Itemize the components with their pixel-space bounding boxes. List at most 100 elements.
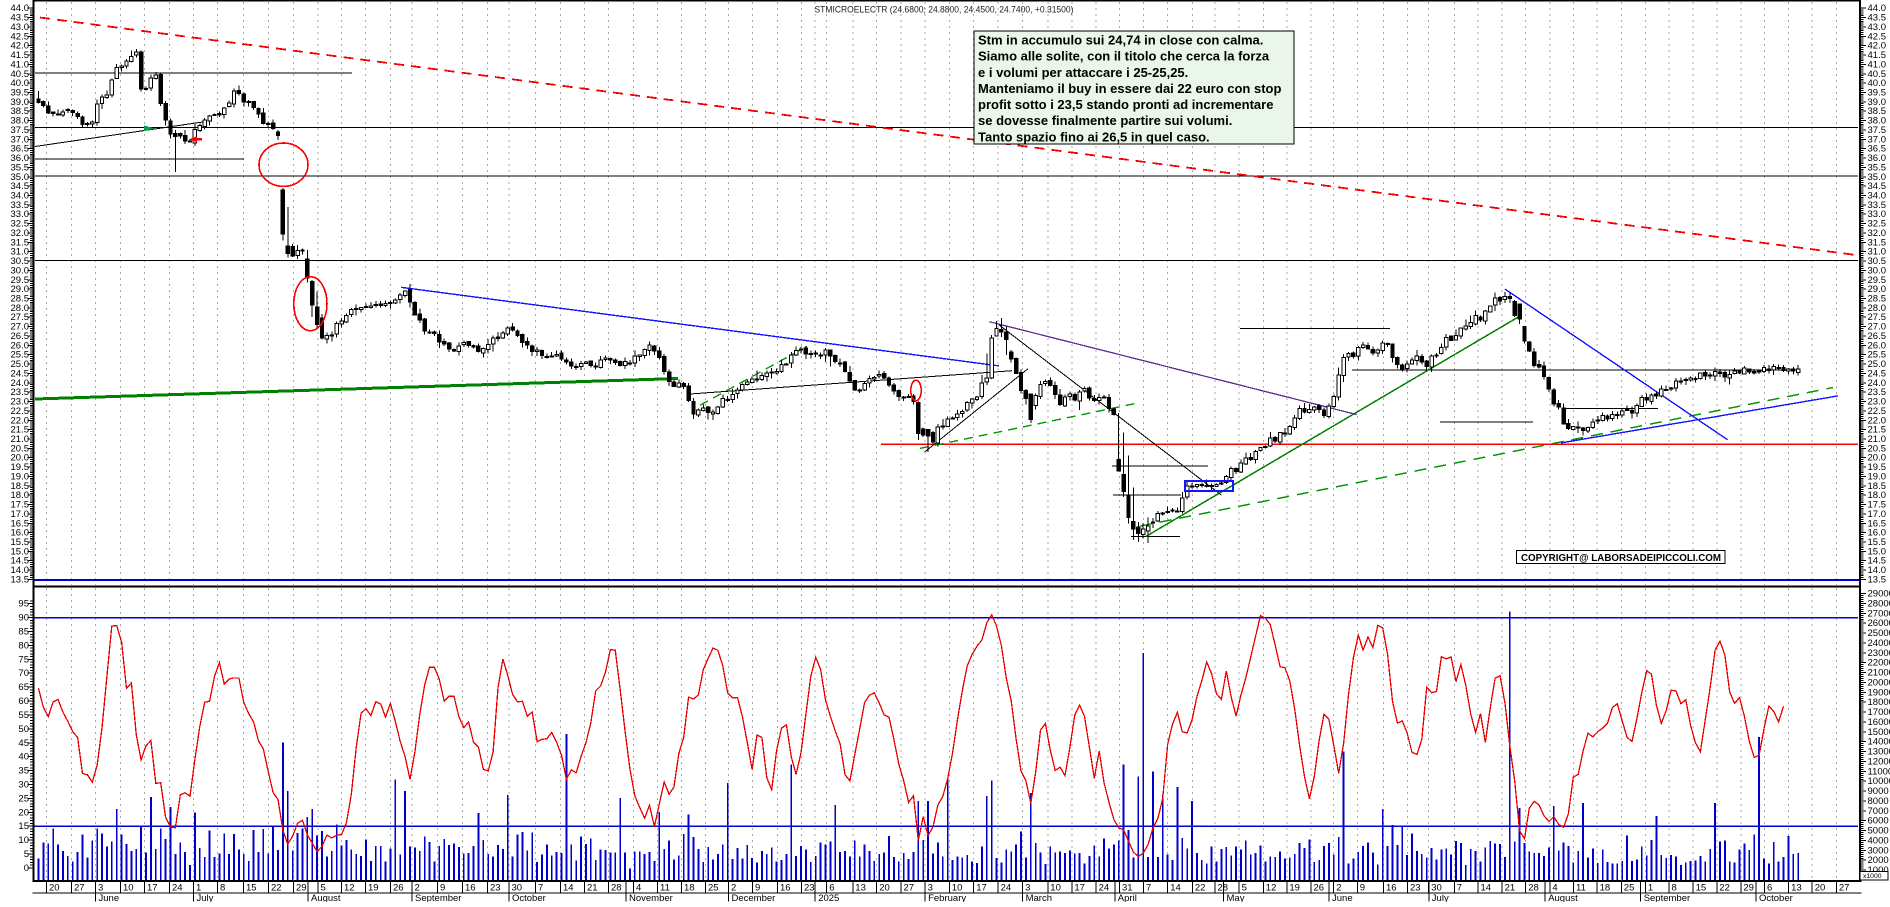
svg-text:16000: 16000 — [1868, 717, 1890, 728]
svg-text:30: 30 — [512, 883, 523, 894]
svg-text:14: 14 — [1481, 883, 1492, 894]
svg-text:33.5: 33.5 — [1868, 200, 1887, 211]
svg-text:24: 24 — [1099, 883, 1110, 894]
svg-text:24.0: 24.0 — [1868, 378, 1887, 389]
svg-text:60: 60 — [18, 696, 29, 707]
svg-text:28: 28 — [1218, 883, 1229, 894]
svg-text:37.0: 37.0 — [11, 134, 30, 145]
svg-text:33.5: 33.5 — [11, 200, 30, 211]
svg-text:21: 21 — [587, 883, 598, 894]
svg-text:14.0: 14.0 — [11, 565, 30, 576]
svg-text:19000: 19000 — [1868, 687, 1890, 698]
svg-text:90: 90 — [18, 613, 29, 624]
svg-text:38.0: 38.0 — [11, 116, 30, 127]
svg-text:18.0: 18.0 — [11, 490, 30, 501]
svg-text:20: 20 — [1815, 883, 1826, 894]
svg-text:11: 11 — [1576, 883, 1586, 894]
svg-text:45: 45 — [18, 738, 29, 749]
svg-text:25.0: 25.0 — [1868, 359, 1887, 370]
svg-text:17: 17 — [976, 883, 987, 894]
svg-text:October: October — [512, 893, 546, 902]
svg-text:August: August — [311, 893, 341, 902]
svg-text:35.0: 35.0 — [11, 172, 30, 183]
svg-text:15: 15 — [18, 821, 29, 832]
svg-text:11000: 11000 — [1868, 766, 1890, 777]
svg-text:44.0: 44.0 — [1868, 3, 1887, 14]
svg-text:21.0: 21.0 — [1868, 434, 1887, 445]
svg-text:30.5: 30.5 — [11, 256, 30, 267]
svg-text:24: 24 — [1001, 883, 1012, 894]
svg-text:39.0: 39.0 — [1868, 97, 1887, 108]
svg-text:42.0: 42.0 — [11, 41, 30, 52]
svg-text:June: June — [1332, 893, 1353, 902]
svg-text:16: 16 — [465, 883, 476, 894]
svg-text:10: 10 — [1050, 883, 1061, 894]
svg-text:19.5: 19.5 — [11, 462, 30, 473]
svg-text:Siamo alle solite, con il tito: Siamo alle solite, con il titolo che cer… — [978, 49, 1270, 64]
svg-text:21: 21 — [1505, 883, 1516, 894]
svg-text:11: 11 — [660, 883, 670, 894]
svg-text:3000: 3000 — [1868, 845, 1889, 856]
svg-text:40.5: 40.5 — [1868, 69, 1887, 80]
svg-text:26.5: 26.5 — [1868, 331, 1887, 342]
svg-text:20000: 20000 — [1868, 678, 1890, 689]
svg-text:27: 27 — [1839, 883, 1850, 894]
svg-text:6: 6 — [1767, 883, 1772, 894]
svg-text:18: 18 — [684, 883, 695, 894]
svg-text:2025: 2025 — [818, 893, 839, 902]
svg-text:28.0: 28.0 — [11, 303, 30, 314]
svg-text:28.0: 28.0 — [1868, 303, 1887, 314]
svg-text:55: 55 — [18, 710, 29, 721]
svg-text:23: 23 — [804, 883, 815, 894]
svg-text:14000: 14000 — [1868, 737, 1890, 748]
svg-text:75: 75 — [18, 654, 29, 665]
svg-text:23: 23 — [1410, 883, 1421, 894]
svg-text:29.5: 29.5 — [11, 275, 30, 286]
svg-text:2: 2 — [1336, 883, 1341, 894]
svg-text:40.5: 40.5 — [11, 69, 30, 80]
svg-text:43.5: 43.5 — [1868, 13, 1887, 24]
svg-text:41.0: 41.0 — [11, 59, 30, 70]
svg-text:29: 29 — [296, 883, 307, 894]
svg-text:17: 17 — [147, 883, 158, 894]
svg-text:0: 0 — [24, 863, 29, 874]
svg-text:35.5: 35.5 — [1868, 162, 1887, 173]
svg-text:19: 19 — [368, 883, 379, 894]
svg-text:32.0: 32.0 — [1868, 228, 1887, 239]
svg-text:September: September — [415, 893, 461, 902]
svg-text:42.5: 42.5 — [1868, 31, 1887, 42]
svg-text:22.0: 22.0 — [1868, 415, 1887, 426]
svg-text:7: 7 — [538, 883, 543, 894]
svg-text:36.5: 36.5 — [1868, 144, 1887, 155]
svg-text:15.0: 15.0 — [1868, 546, 1887, 557]
svg-text:June: June — [99, 893, 120, 902]
svg-text:23.5: 23.5 — [1868, 387, 1887, 398]
svg-text:6000: 6000 — [1868, 816, 1889, 827]
svg-text:7: 7 — [1457, 883, 1462, 894]
svg-text:30.5: 30.5 — [1868, 256, 1887, 267]
svg-text:28.5: 28.5 — [11, 294, 30, 305]
svg-text:39.5: 39.5 — [11, 88, 30, 99]
svg-text:35.0: 35.0 — [1868, 172, 1887, 183]
svg-text:3: 3 — [98, 883, 103, 894]
svg-text:17: 17 — [1074, 883, 1085, 894]
svg-text:8000: 8000 — [1868, 796, 1889, 807]
svg-text:x1000: x1000 — [1863, 873, 1882, 880]
svg-text:24: 24 — [172, 883, 183, 894]
svg-text:3: 3 — [928, 883, 933, 894]
svg-text:44.0: 44.0 — [11, 3, 30, 14]
svg-text:20: 20 — [879, 883, 890, 894]
svg-text:20: 20 — [49, 883, 60, 894]
svg-text:29.5: 29.5 — [1868, 275, 1887, 286]
svg-text:7000: 7000 — [1868, 806, 1889, 817]
svg-text:40: 40 — [18, 752, 29, 763]
svg-text:November: November — [629, 893, 673, 902]
svg-text:28: 28 — [1528, 883, 1539, 894]
svg-text:38.0: 38.0 — [1868, 116, 1887, 127]
svg-text:13: 13 — [855, 883, 866, 894]
svg-text:16.5: 16.5 — [11, 518, 30, 529]
svg-text:23000: 23000 — [1868, 648, 1890, 659]
svg-text:February: February — [928, 893, 966, 902]
svg-text:23.5: 23.5 — [11, 387, 30, 398]
svg-text:October: October — [1759, 893, 1793, 902]
